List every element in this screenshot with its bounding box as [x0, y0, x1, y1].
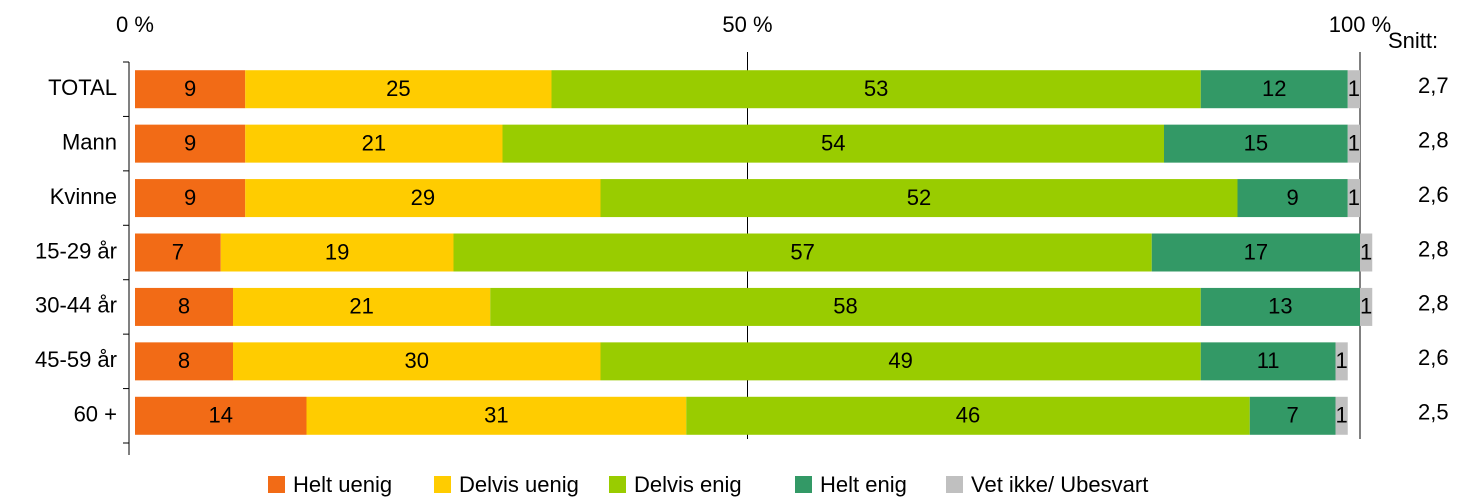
data-label: 25 — [386, 76, 410, 101]
data-label: 8 — [178, 348, 190, 373]
bar-segment — [135, 124, 246, 163]
snitt-value: 2,8 — [1418, 291, 1449, 316]
legend-label: Vet ikke/ Ubesvart — [971, 472, 1148, 497]
data-label: 1 — [1348, 76, 1360, 101]
x-tick-label: 0 % — [116, 12, 154, 37]
data-label: 13 — [1268, 294, 1292, 319]
y-tick-label: 30-44 år — [35, 293, 117, 318]
legend-label: Helt uenig — [293, 472, 392, 497]
bar-segment — [686, 396, 1250, 435]
bar-segment — [135, 396, 307, 435]
bar-segment — [1164, 124, 1348, 163]
bar-segment — [1335, 342, 1348, 381]
data-label: 9 — [184, 185, 196, 210]
bar-segment — [502, 124, 1164, 163]
y-tick-label: 45-59 år — [35, 347, 117, 372]
data-label: 1 — [1336, 348, 1348, 373]
bar-segment — [1151, 233, 1360, 272]
data-label: 29 — [411, 185, 435, 210]
bar-segment — [306, 396, 687, 435]
bar-segment — [490, 287, 1201, 326]
bar-segment — [220, 233, 454, 272]
bar-segment — [1347, 179, 1360, 218]
bar-segment — [233, 342, 601, 381]
x-tick-label: 50 % — [722, 12, 772, 37]
bar-segment — [233, 287, 491, 326]
data-label: 54 — [821, 130, 845, 155]
snitt-value: 2,6 — [1418, 182, 1449, 207]
data-label: 21 — [362, 130, 386, 155]
y-tick-label: 15-29 år — [35, 238, 117, 263]
legend-label: Delvis uenig — [459, 472, 579, 497]
snitt-value: 2,6 — [1418, 345, 1449, 370]
data-label: 14 — [209, 403, 233, 428]
data-label: 19 — [325, 239, 349, 264]
bar-segment — [1237, 179, 1348, 218]
snitt-value: 2,7 — [1418, 73, 1449, 98]
bar-segment — [1200, 342, 1336, 381]
data-label: 9 — [184, 76, 196, 101]
x-tick-label: 100 % — [1329, 12, 1391, 37]
bar-segment — [600, 179, 1238, 218]
snitt-title: Snitt: — [1388, 28, 1438, 53]
bar-segment — [1347, 124, 1360, 163]
data-label: 11 — [1257, 348, 1280, 373]
data-label: 46 — [956, 403, 980, 428]
snitt-value: 2,8 — [1418, 236, 1449, 261]
bar-segment — [453, 233, 1152, 272]
data-label: 1 — [1360, 239, 1372, 264]
bar-segment — [135, 342, 233, 381]
data-label: 1 — [1348, 130, 1360, 155]
bar-segment — [1249, 396, 1336, 435]
bar-segment — [1347, 70, 1360, 109]
data-label: 9 — [1287, 185, 1299, 210]
bar-segment — [245, 179, 601, 218]
data-label: 1 — [1360, 294, 1372, 319]
data-label: 9 — [184, 130, 196, 155]
data-label: 52 — [907, 185, 931, 210]
bar-segment — [1200, 70, 1348, 109]
bar-segment — [245, 124, 503, 163]
data-label: 1 — [1348, 185, 1360, 210]
data-label: 53 — [864, 76, 888, 101]
y-tick-label: 60 + — [74, 402, 117, 427]
y-tick-label: TOTAL — [48, 75, 117, 100]
bar-segment — [1200, 287, 1360, 326]
legend-swatch — [946, 476, 963, 493]
legend-label: Delvis enig — [634, 472, 742, 497]
bar-segment — [1360, 233, 1373, 272]
data-label: 21 — [349, 294, 373, 319]
data-label: 8 — [178, 294, 190, 319]
data-label: 57 — [790, 239, 814, 264]
data-label: 58 — [833, 294, 857, 319]
legend-swatch — [795, 476, 812, 493]
data-label: 1 — [1336, 403, 1348, 428]
bar-segment — [135, 233, 221, 272]
y-tick-label: Kvinne — [50, 184, 117, 209]
data-label: 12 — [1262, 76, 1286, 101]
bar-segment — [1360, 287, 1373, 326]
data-label: 7 — [1287, 403, 1299, 428]
snitt-value: 2,8 — [1418, 127, 1449, 152]
data-label: 49 — [888, 348, 912, 373]
legend-swatch — [609, 476, 626, 493]
bar-segment — [135, 287, 233, 326]
bar-segment — [600, 342, 1201, 381]
legend-swatch — [268, 476, 285, 493]
bar-segment — [245, 70, 552, 109]
bar-segment — [551, 70, 1201, 109]
legend-label: Helt enig — [820, 472, 907, 497]
bar-segment — [135, 179, 246, 218]
snitt-value: 2,5 — [1418, 400, 1449, 425]
legend-swatch — [434, 476, 451, 493]
data-label: 31 — [484, 403, 508, 428]
data-label: 17 — [1244, 239, 1268, 264]
bar-segment — [1335, 396, 1348, 435]
data-label: 7 — [172, 239, 184, 264]
data-label: 30 — [405, 348, 429, 373]
bar-segment — [135, 70, 246, 109]
data-label: 15 — [1244, 130, 1268, 155]
y-tick-label: Mann — [62, 129, 117, 154]
